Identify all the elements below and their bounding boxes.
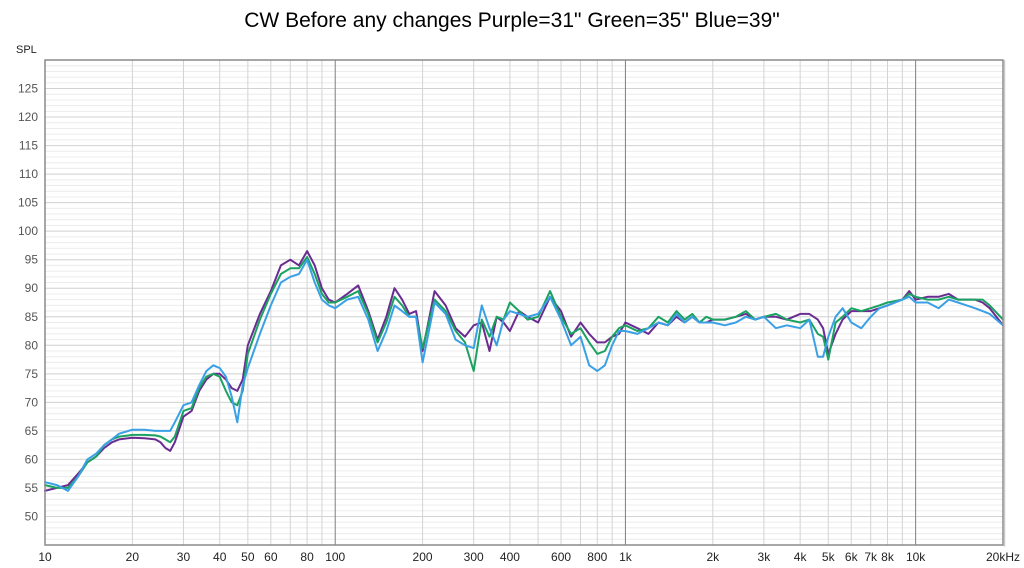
x-tick-label: 60 bbox=[264, 550, 278, 564]
x-tick-label: 8k bbox=[881, 550, 895, 564]
y-tick-label: 75 bbox=[25, 367, 39, 381]
y-tick-label: 85 bbox=[25, 310, 39, 324]
y-tick-label: 65 bbox=[25, 424, 39, 438]
y-axis-label: SPL bbox=[16, 44, 37, 56]
plot-frame bbox=[44, 59, 1006, 547]
y-tick-label: 90 bbox=[25, 281, 39, 295]
x-tick-label: 40 bbox=[213, 550, 227, 564]
x-tick-label: 400 bbox=[500, 550, 520, 564]
x-tick-label: 4k bbox=[794, 550, 808, 564]
x-tick-label: 300 bbox=[464, 550, 484, 564]
grid-layer bbox=[45, 60, 1004, 545]
x-tick-label: 50 bbox=[241, 550, 255, 564]
y-tick-label: 110 bbox=[19, 167, 38, 181]
y-tick-label: 105 bbox=[18, 196, 38, 210]
axis-labels: 50 55 60 65 70 75 80 85 90 95 100 105 110 115 120 125 SP… bbox=[16, 44, 1020, 564]
y-tick-label: 80 bbox=[25, 338, 39, 352]
plot-border bbox=[44, 59, 1004, 546]
x-tick-label: 7k bbox=[864, 550, 878, 564]
y-tick-label: 120 bbox=[18, 110, 38, 124]
y-tick-label: 60 bbox=[25, 452, 39, 466]
x-tick-label: 200 bbox=[413, 550, 433, 564]
y-tick-label: 95 bbox=[25, 253, 39, 267]
x-tick-label: 600 bbox=[551, 550, 571, 564]
y-tick-label: 115 bbox=[19, 139, 38, 153]
series-line-blue bbox=[44, 258, 1004, 492]
x-tick-label: 6k bbox=[845, 550, 859, 564]
y-tick-label: 100 bbox=[18, 224, 38, 238]
x-tick-label: 3k bbox=[758, 550, 772, 564]
x-tick-label: 30 bbox=[177, 550, 191, 564]
y-tick-label: 50 bbox=[25, 509, 39, 523]
plot-area bbox=[45, 60, 1003, 545]
x-tick-label: 10k bbox=[906, 550, 926, 564]
chart-title: CW Before any changes Purple=31" Green=3… bbox=[244, 9, 780, 32]
x-tick-label: 5k bbox=[822, 550, 836, 564]
y-tick-label: 55 bbox=[25, 481, 39, 495]
y-tick-label: 70 bbox=[25, 395, 39, 409]
x-tick-label: 100 bbox=[325, 550, 345, 564]
x-tick-label: 800 bbox=[587, 550, 607, 564]
x-tick-label: 2k bbox=[706, 550, 720, 564]
x-tick-label: 1k bbox=[619, 550, 633, 564]
y-tick-label: 125 bbox=[18, 82, 38, 96]
series-layer bbox=[44, 250, 1004, 492]
x-tick-label: 20kHz bbox=[986, 550, 1020, 564]
x-tick-label: 10 bbox=[38, 550, 52, 564]
x-tick-label: 20 bbox=[126, 550, 140, 564]
x-tick-label: 80 bbox=[300, 550, 314, 564]
